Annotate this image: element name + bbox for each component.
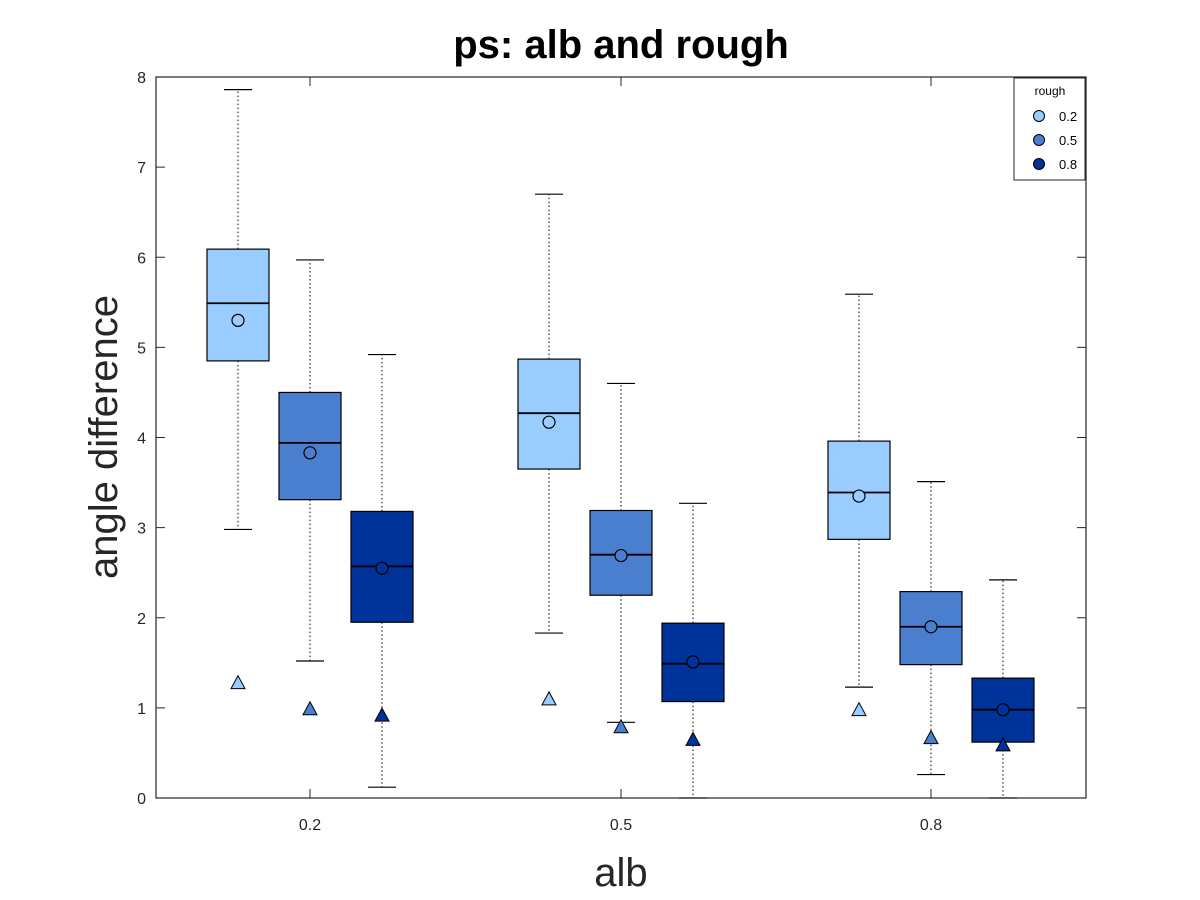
box-0.5-alb-0.8 <box>899 481 963 776</box>
box-0.2-alb-0.2 <box>206 89 270 690</box>
x-tick-label: 0.2 <box>299 817 321 834</box>
min-marker <box>923 729 939 745</box>
chart-title: ps: alb and rough <box>453 23 789 67</box>
min-marker <box>851 701 867 717</box>
mean-marker <box>996 703 1010 717</box>
y-tick-label: 6 <box>137 250 146 267</box>
legend-label: 0.2 <box>1059 109 1077 124</box>
min-marker <box>613 718 629 734</box>
mean-marker <box>686 655 700 669</box>
x-tick-label: 0.5 <box>610 817 632 834</box>
min-marker <box>230 674 246 690</box>
box-0.8-alb-0.8 <box>971 579 1035 799</box>
mean-marker <box>542 415 556 429</box>
box-0.8-alb-0.2 <box>350 353 414 788</box>
legend-marker-0.8 <box>1033 158 1045 170</box>
legend-box <box>1013 77 1086 181</box>
legend-marker-0.2 <box>1033 110 1045 122</box>
y-tick-label: 1 <box>137 701 146 718</box>
min-marker <box>302 700 318 716</box>
box-0.2-alb-0.5 <box>517 193 581 706</box>
y-tick-label: 8 <box>137 70 146 87</box>
y-tick-label: 5 <box>137 340 146 357</box>
legend-label: 0.5 <box>1059 133 1077 148</box>
min-marker <box>374 707 390 722</box>
legend: rough 0.2 0.5 0.8 <box>1013 77 1086 181</box>
box-iqr <box>517 358 581 470</box>
y-tick-label: 3 <box>137 521 146 538</box>
mean-marker <box>852 489 866 503</box>
legend-marker-0.5 <box>1033 134 1045 146</box>
mean-marker <box>375 561 389 575</box>
min-marker <box>541 690 557 706</box>
plot-frame <box>155 76 1087 799</box>
box-0.5-alb-0.2 <box>278 259 342 716</box>
y-tick-label: 7 <box>137 160 146 177</box>
x-tick-label: 0.8 <box>920 817 942 834</box>
box-0.2-alb-0.8 <box>827 293 891 717</box>
y-tick-label: 2 <box>137 611 146 628</box>
y-tick-label: 0 <box>137 791 146 808</box>
min-marker <box>685 731 701 746</box>
x-axis: 0.2 0.5 0.8 <box>299 77 942 834</box>
box-groups <box>206 89 1035 799</box>
min-marker <box>995 736 1011 752</box>
box-iqr <box>206 248 270 362</box>
mean-marker <box>614 548 628 563</box>
x-axis-label: alb <box>594 851 647 895</box>
box-0.5-alb-0.5 <box>589 382 653 734</box>
legend-title: rough <box>1035 84 1066 98</box>
mean-marker <box>231 313 245 327</box>
y-axis-label: angle difference <box>82 295 126 579</box>
legend-label: 0.8 <box>1059 157 1077 172</box>
box-0.8-alb-0.5 <box>661 502 725 799</box>
mean-marker <box>924 620 938 634</box>
mean-marker <box>303 446 317 460</box>
box-iqr <box>278 391 342 501</box>
y-tick-label: 4 <box>137 431 146 448</box>
